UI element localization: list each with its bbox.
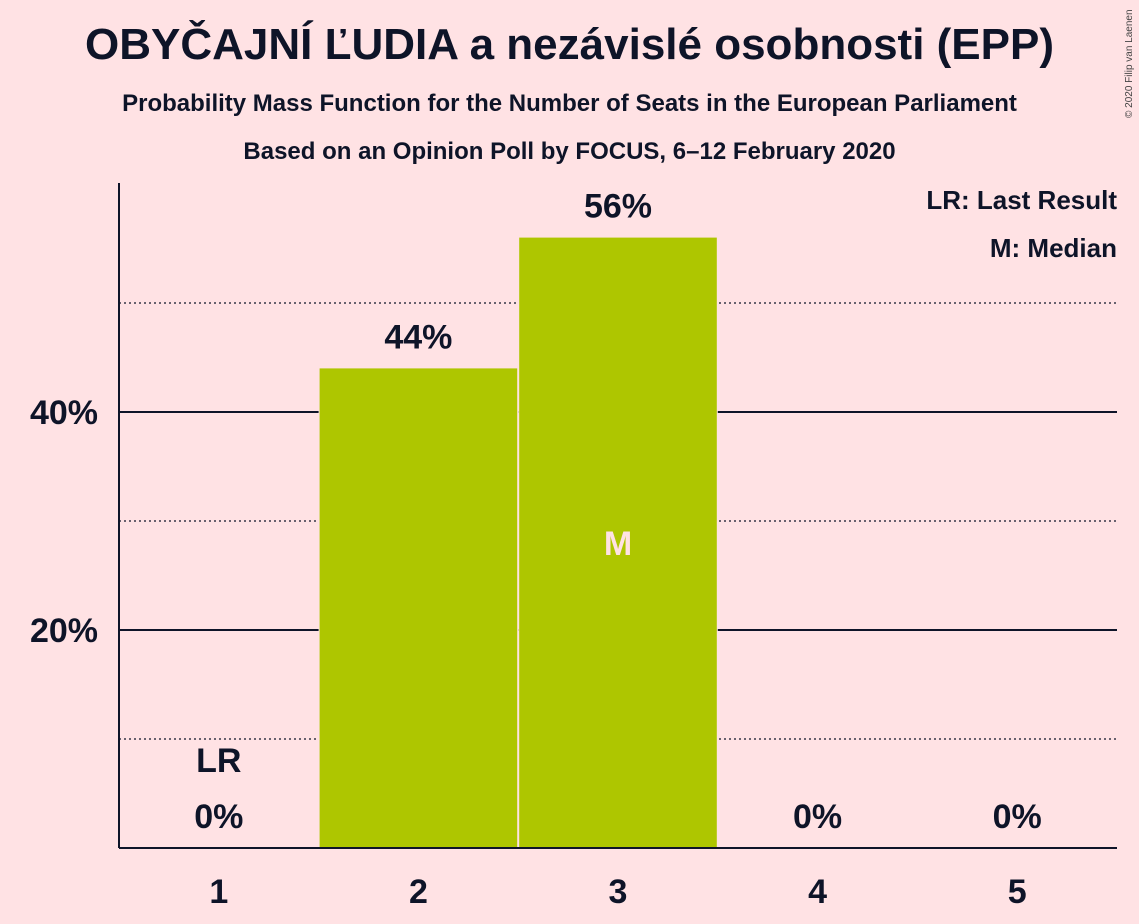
legend-last-result: LR: Last Result: [926, 185, 1117, 215]
data-label: 0%: [793, 798, 842, 836]
data-label: 0%: [194, 798, 243, 836]
data-label: 56%: [584, 188, 652, 226]
data-label: 44%: [384, 318, 452, 356]
x-tick-label: 5: [1008, 873, 1027, 911]
chart-title: OBYČAJNÍ ĽUDIA a nezávislé osobnosti (EP…: [85, 20, 1054, 69]
x-tick-label: 2: [409, 873, 428, 911]
bars: [318, 236, 718, 849]
data-label: 0%: [993, 798, 1042, 836]
chart-subtitle-poll: Based on an Opinion Poll by FOCUS, 6–12 …: [243, 138, 896, 165]
chart-subtitle: Probability Mass Function for the Number…: [122, 90, 1017, 117]
axes: [118, 183, 1117, 849]
bar: [319, 368, 518, 848]
labels: 20% 40% 1 2 3 4 5 0% 44% 56% 0% 0% LR M: [30, 188, 1042, 911]
last-result-marker: LR: [196, 742, 241, 780]
median-marker: M: [604, 525, 632, 563]
bar: [519, 237, 717, 849]
legend-median: M: Median: [990, 233, 1117, 263]
x-tick-label: 3: [609, 873, 628, 911]
y-tick-label: 40%: [30, 394, 98, 432]
x-tick-label: 4: [808, 873, 827, 911]
y-tick-label: 20%: [30, 612, 98, 650]
x-tick-label: 1: [209, 873, 228, 911]
